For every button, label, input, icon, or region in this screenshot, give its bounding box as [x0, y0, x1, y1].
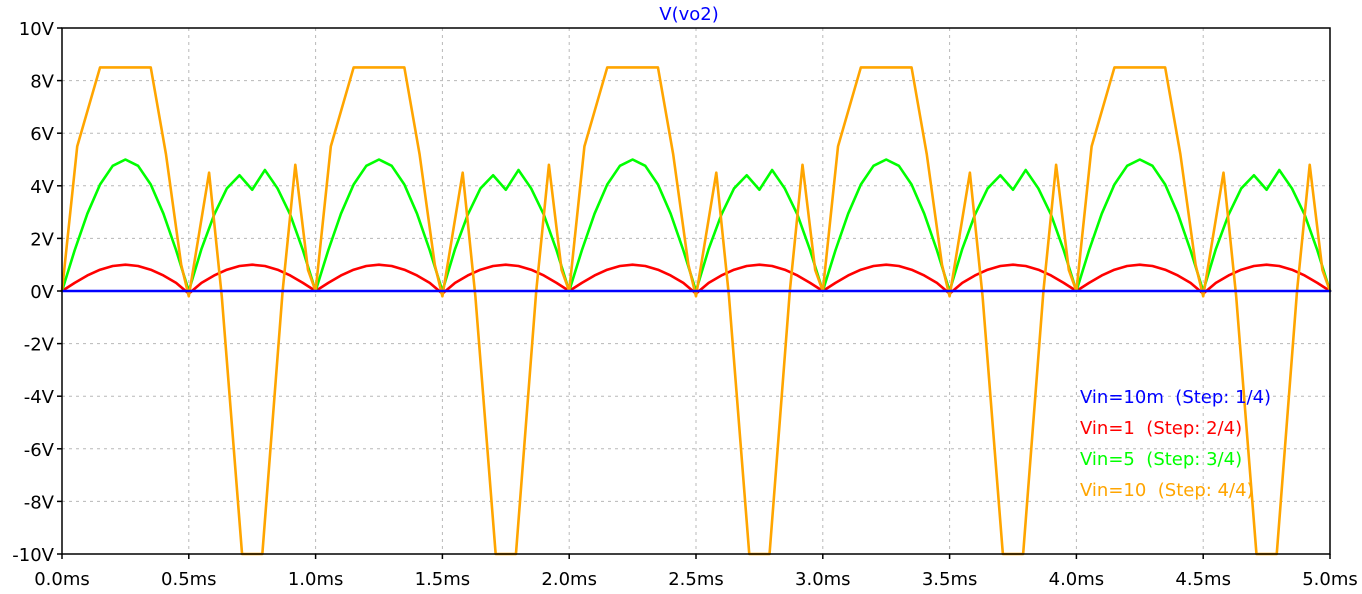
- y-axis: 10V 8V 6V 4V 2V 0V -2V -4V -6V -8V -10V: [12, 19, 62, 566]
- x-tick-label: 5.0ms: [1302, 569, 1358, 590]
- legend: Vin=10m (Step: 1/4) Vin=1 (Step: 2/4) Vin=…: [1080, 387, 1271, 501]
- y-tick-label: -6V: [24, 440, 55, 461]
- chart-title: V(vo2): [659, 4, 718, 25]
- y-tick-label: -4V: [24, 387, 55, 408]
- y-tick-label: 10V: [19, 19, 55, 40]
- series-group: [60, 66, 1332, 556]
- y-tick-label: 0V: [30, 282, 54, 303]
- legend-entry-4: Vin=10 (Step: 4/4): [1080, 480, 1254, 501]
- y-tick-label: -2V: [24, 335, 55, 356]
- x-tick-label: 4.5ms: [1175, 569, 1231, 590]
- x-tick-label: 2.5ms: [668, 569, 724, 590]
- y-tick-label: -10V: [12, 545, 54, 566]
- x-tick-label: 1.0ms: [288, 569, 344, 590]
- legend-entry-2: Vin=1 (Step: 2/4): [1080, 418, 1242, 439]
- x-tick-label: 3.0ms: [795, 569, 851, 590]
- x-axis: 0.0ms 0.5ms 1.0ms 1.5ms 2.0ms 2.5ms 3.0ms 3.5ms…: [34, 554, 1358, 590]
- legend-entry-3: Vin=5 (Step: 3/4): [1080, 449, 1242, 470]
- x-tick-label: 4.0ms: [1049, 569, 1105, 590]
- series-line-4: [60, 66, 1332, 556]
- x-tick-label: 3.5ms: [922, 569, 978, 590]
- x-tick-label: 1.5ms: [415, 569, 471, 590]
- y-tick-label: 4V: [30, 177, 54, 198]
- y-tick-label: -8V: [24, 492, 55, 513]
- y-tick-label: 2V: [30, 229, 54, 250]
- x-tick-label: 0.0ms: [34, 569, 90, 590]
- y-tick-label: 6V: [30, 124, 54, 145]
- legend-entry-1: Vin=10m (Step: 1/4): [1080, 387, 1271, 408]
- x-tick-label: 0.5ms: [161, 569, 217, 590]
- x-tick-label: 2.0ms: [541, 569, 597, 590]
- y-tick-label: 8V: [30, 72, 54, 93]
